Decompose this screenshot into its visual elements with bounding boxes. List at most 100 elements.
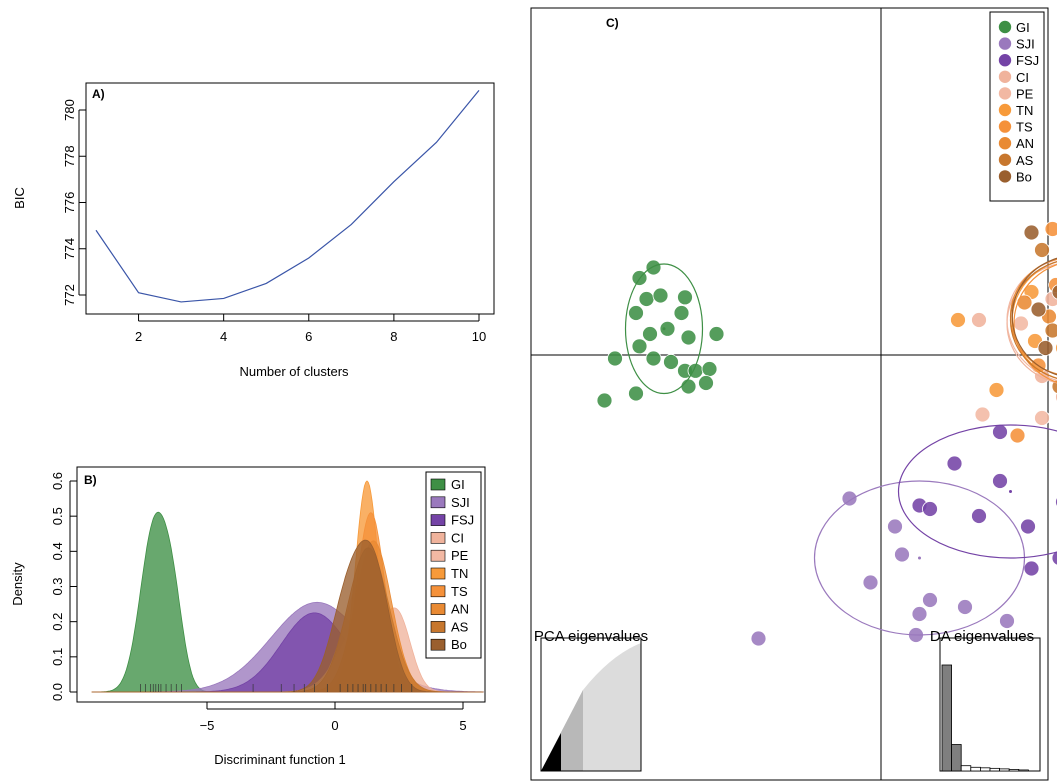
point-FSJ	[992, 473, 1008, 489]
point-CI	[971, 312, 987, 328]
y-tick-label: 0.2	[50, 613, 65, 631]
pca-inset-title: PCA eigenvalues	[534, 628, 648, 645]
x-tick-label: 6	[305, 329, 312, 344]
y-tick-label: 0.3	[50, 577, 65, 595]
panel-a-y-label: BIC	[12, 187, 27, 209]
legend-label-SJI: SJI	[451, 495, 470, 510]
legend-swatch-AS	[430, 621, 446, 633]
panel-b-frame	[76, 466, 486, 703]
point-GI	[701, 361, 718, 377]
panel-b-x-axis: −5 0 5	[200, 702, 467, 733]
legend-label-TN: TN	[1016, 103, 1033, 118]
point-FSJ	[992, 424, 1008, 440]
point-GI	[628, 305, 644, 321]
legend-label-CI: CI	[451, 530, 464, 545]
da-bar	[970, 766, 981, 772]
ellipse-FSJ	[897, 424, 1057, 559]
point-GI	[673, 305, 690, 321]
density-areas	[91, 480, 484, 693]
bic-line	[95, 89, 480, 303]
pca-area-mid	[541, 690, 583, 771]
rug-ticks	[140, 684, 413, 692]
panel-b-legend: GI SJI FSJ CI PE TN TS AN AS Bo	[425, 471, 482, 659]
legend-marker-PE	[998, 86, 1012, 101]
legend-label-PE: PE	[451, 548, 469, 563]
pca-area-retained	[541, 733, 561, 771]
point-TN	[950, 312, 966, 328]
point-GI	[642, 326, 658, 342]
legend-label-Bo: Bo	[1016, 169, 1032, 184]
point-FSJ	[1051, 550, 1057, 566]
legend-label-GI: GI	[1016, 20, 1030, 35]
legend-label-PE: PE	[1016, 86, 1034, 101]
panel-a-label: A)	[92, 87, 105, 101]
da-bar	[951, 744, 962, 772]
legend-marker-AN	[998, 136, 1012, 150]
point-Bo	[1030, 301, 1047, 318]
da-bar	[1018, 769, 1029, 772]
panel-b-y-axis: 0.0 0.1 0.2 0.3 0.4 0.5 0.6	[50, 472, 77, 701]
point-Bo	[1037, 340, 1054, 356]
point-GI	[708, 326, 725, 342]
y-tick-label: 780	[62, 99, 77, 121]
point-GI	[680, 378, 697, 395]
legend-swatch-TN	[430, 567, 446, 580]
legend-label-CI: CI	[1016, 70, 1029, 85]
x-tick-label: 4	[220, 329, 227, 344]
da-eigenvalues-inset: DA eigenvalues	[930, 628, 1041, 772]
legend-marker-FSJ	[998, 53, 1012, 68]
panel-b-x-label: Discriminant function 1	[214, 752, 346, 767]
da-bar	[980, 767, 991, 772]
legend-label-TS: TS	[451, 584, 468, 599]
legend-marker-GI	[998, 20, 1012, 34]
group-ellipses	[624, 257, 1057, 636]
legend-swatch-FSJ	[430, 514, 446, 526]
legend-label-GI: GI	[451, 477, 465, 492]
point-SJI	[999, 613, 1015, 629]
point-FSJ	[1020, 518, 1036, 535]
legend-swatch-GI	[430, 478, 446, 491]
legend-label-SJI: SJI	[1016, 37, 1035, 52]
y-tick-label: 0.5	[50, 507, 65, 525]
legend-label-AN: AN	[1016, 136, 1034, 151]
point-PE	[1013, 315, 1029, 332]
y-tick-label: 0.4	[50, 542, 65, 560]
y-tick-label: 776	[62, 192, 77, 214]
ellipse-Bo	[1011, 257, 1057, 376]
da-bar	[960, 765, 972, 772]
legend-label-Bo: Bo	[451, 637, 467, 652]
legend-marker-TS	[998, 119, 1012, 134]
density-Bo	[91, 539, 484, 693]
point-PE	[974, 406, 991, 423]
legend-marker-AS	[998, 153, 1012, 167]
legend-marker-TN	[998, 103, 1012, 117]
point-TS	[1044, 221, 1057, 237]
panel-c-label: C)	[606, 16, 619, 30]
point-GI	[607, 350, 623, 367]
y-tick-label: 0.1	[50, 648, 65, 666]
pca-eigenvalues-inset: PCA eigenvalues	[534, 628, 648, 772]
legend-marker-Bo	[998, 169, 1012, 184]
point-FSJ	[922, 501, 938, 517]
point-SJI	[894, 546, 910, 563]
panel-b-y-label: Density	[10, 562, 25, 606]
da-bar	[941, 664, 953, 772]
point-Bo	[1023, 224, 1040, 241]
legend-swatch-TS	[430, 585, 446, 598]
point-PE	[1034, 410, 1050, 426]
point-GI	[596, 392, 613, 409]
da-bar	[1008, 769, 1020, 772]
point-SJI	[862, 574, 879, 591]
point-SJI	[922, 592, 938, 608]
scatter-points	[596, 221, 1057, 647]
da-inset-title: DA eigenvalues	[930, 628, 1034, 645]
point-FSJ	[946, 455, 963, 472]
da-bar	[999, 768, 1010, 772]
x-tick-label: 5	[459, 718, 466, 733]
point-GI	[659, 320, 676, 337]
x-tick-label: 8	[390, 329, 397, 344]
legend-swatch-SJI	[430, 496, 446, 509]
legend-swatch-Bo	[430, 638, 446, 651]
point-SJI	[957, 599, 973, 615]
